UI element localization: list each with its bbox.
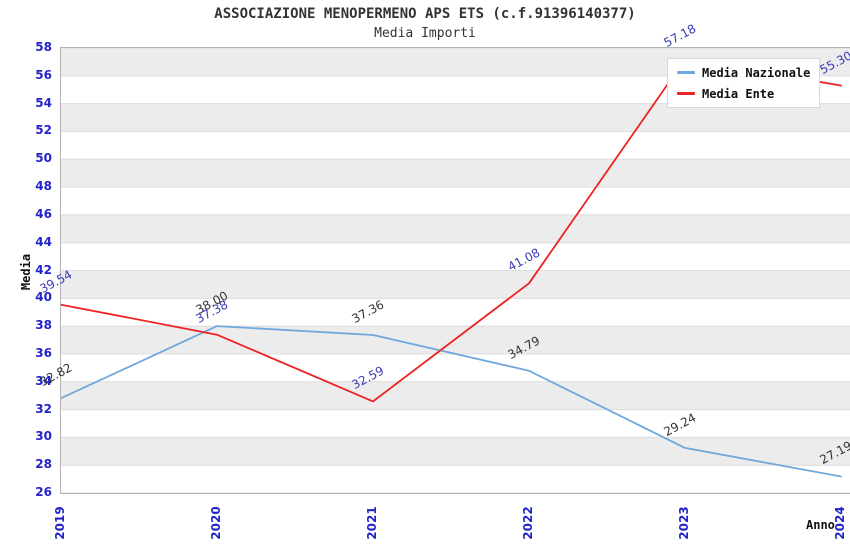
grid-band [61, 214, 850, 243]
plot-area [60, 47, 850, 494]
chart-title: ASSOCIAZIONE MENOPERMENO APS ETS (c.f.91… [214, 6, 636, 22]
grid-band [61, 437, 850, 466]
legend: Media Nazionale Media Ente [667, 58, 821, 108]
grid-band [61, 103, 850, 132]
y-tick-label: 58 [35, 40, 52, 54]
x-axis-title: Anno [806, 518, 835, 532]
legend-line-swatch [677, 71, 695, 74]
legend-item: Media Ente [677, 85, 810, 102]
y-tick-label: 28 [35, 457, 52, 472]
grid-band [61, 159, 850, 188]
legend-line-swatch [677, 92, 695, 95]
chart-lines-svg [61, 48, 850, 493]
y-tick-label: 48 [35, 179, 52, 194]
y-tick-label: 30 [35, 429, 52, 444]
x-tick-label: 2020 [209, 506, 223, 540]
series-line-media-nazionale [61, 325, 842, 478]
y-tick-label: 44 [35, 234, 52, 249]
y-tick-label: 34 [35, 373, 52, 388]
x-tick-label: 2021 [365, 506, 379, 540]
y-tick-label: 52 [35, 123, 52, 138]
y-tick-label: 26 [35, 485, 52, 499]
x-tick-label: 2019 [53, 506, 67, 540]
legend-label: Media Nazionale [702, 65, 811, 80]
x-tick-label: 2024 [833, 506, 847, 540]
y-tick-label: 32 [35, 401, 52, 416]
x-tick-label: 2022 [521, 506, 535, 540]
legend-label: Media Ente [702, 86, 775, 101]
grid-band [61, 270, 850, 299]
y-tick-label: 36 [35, 345, 52, 360]
grid-band [61, 381, 850, 410]
y-tick-label: 54 [35, 95, 52, 110]
chart-subtitle: Media Importi [374, 26, 476, 41]
y-axis-title: Media [19, 253, 33, 291]
legend-item: Media Nazionale [677, 64, 810, 81]
y-tick-label: 56 [35, 67, 52, 82]
y-tick-label: 42 [35, 262, 52, 277]
y-tick-label: 38 [35, 318, 52, 333]
y-tick-label: 50 [35, 151, 52, 166]
y-tick-label: 46 [35, 206, 52, 221]
y-tick-label: 40 [35, 290, 52, 305]
x-tick-label: 2023 [677, 506, 691, 540]
